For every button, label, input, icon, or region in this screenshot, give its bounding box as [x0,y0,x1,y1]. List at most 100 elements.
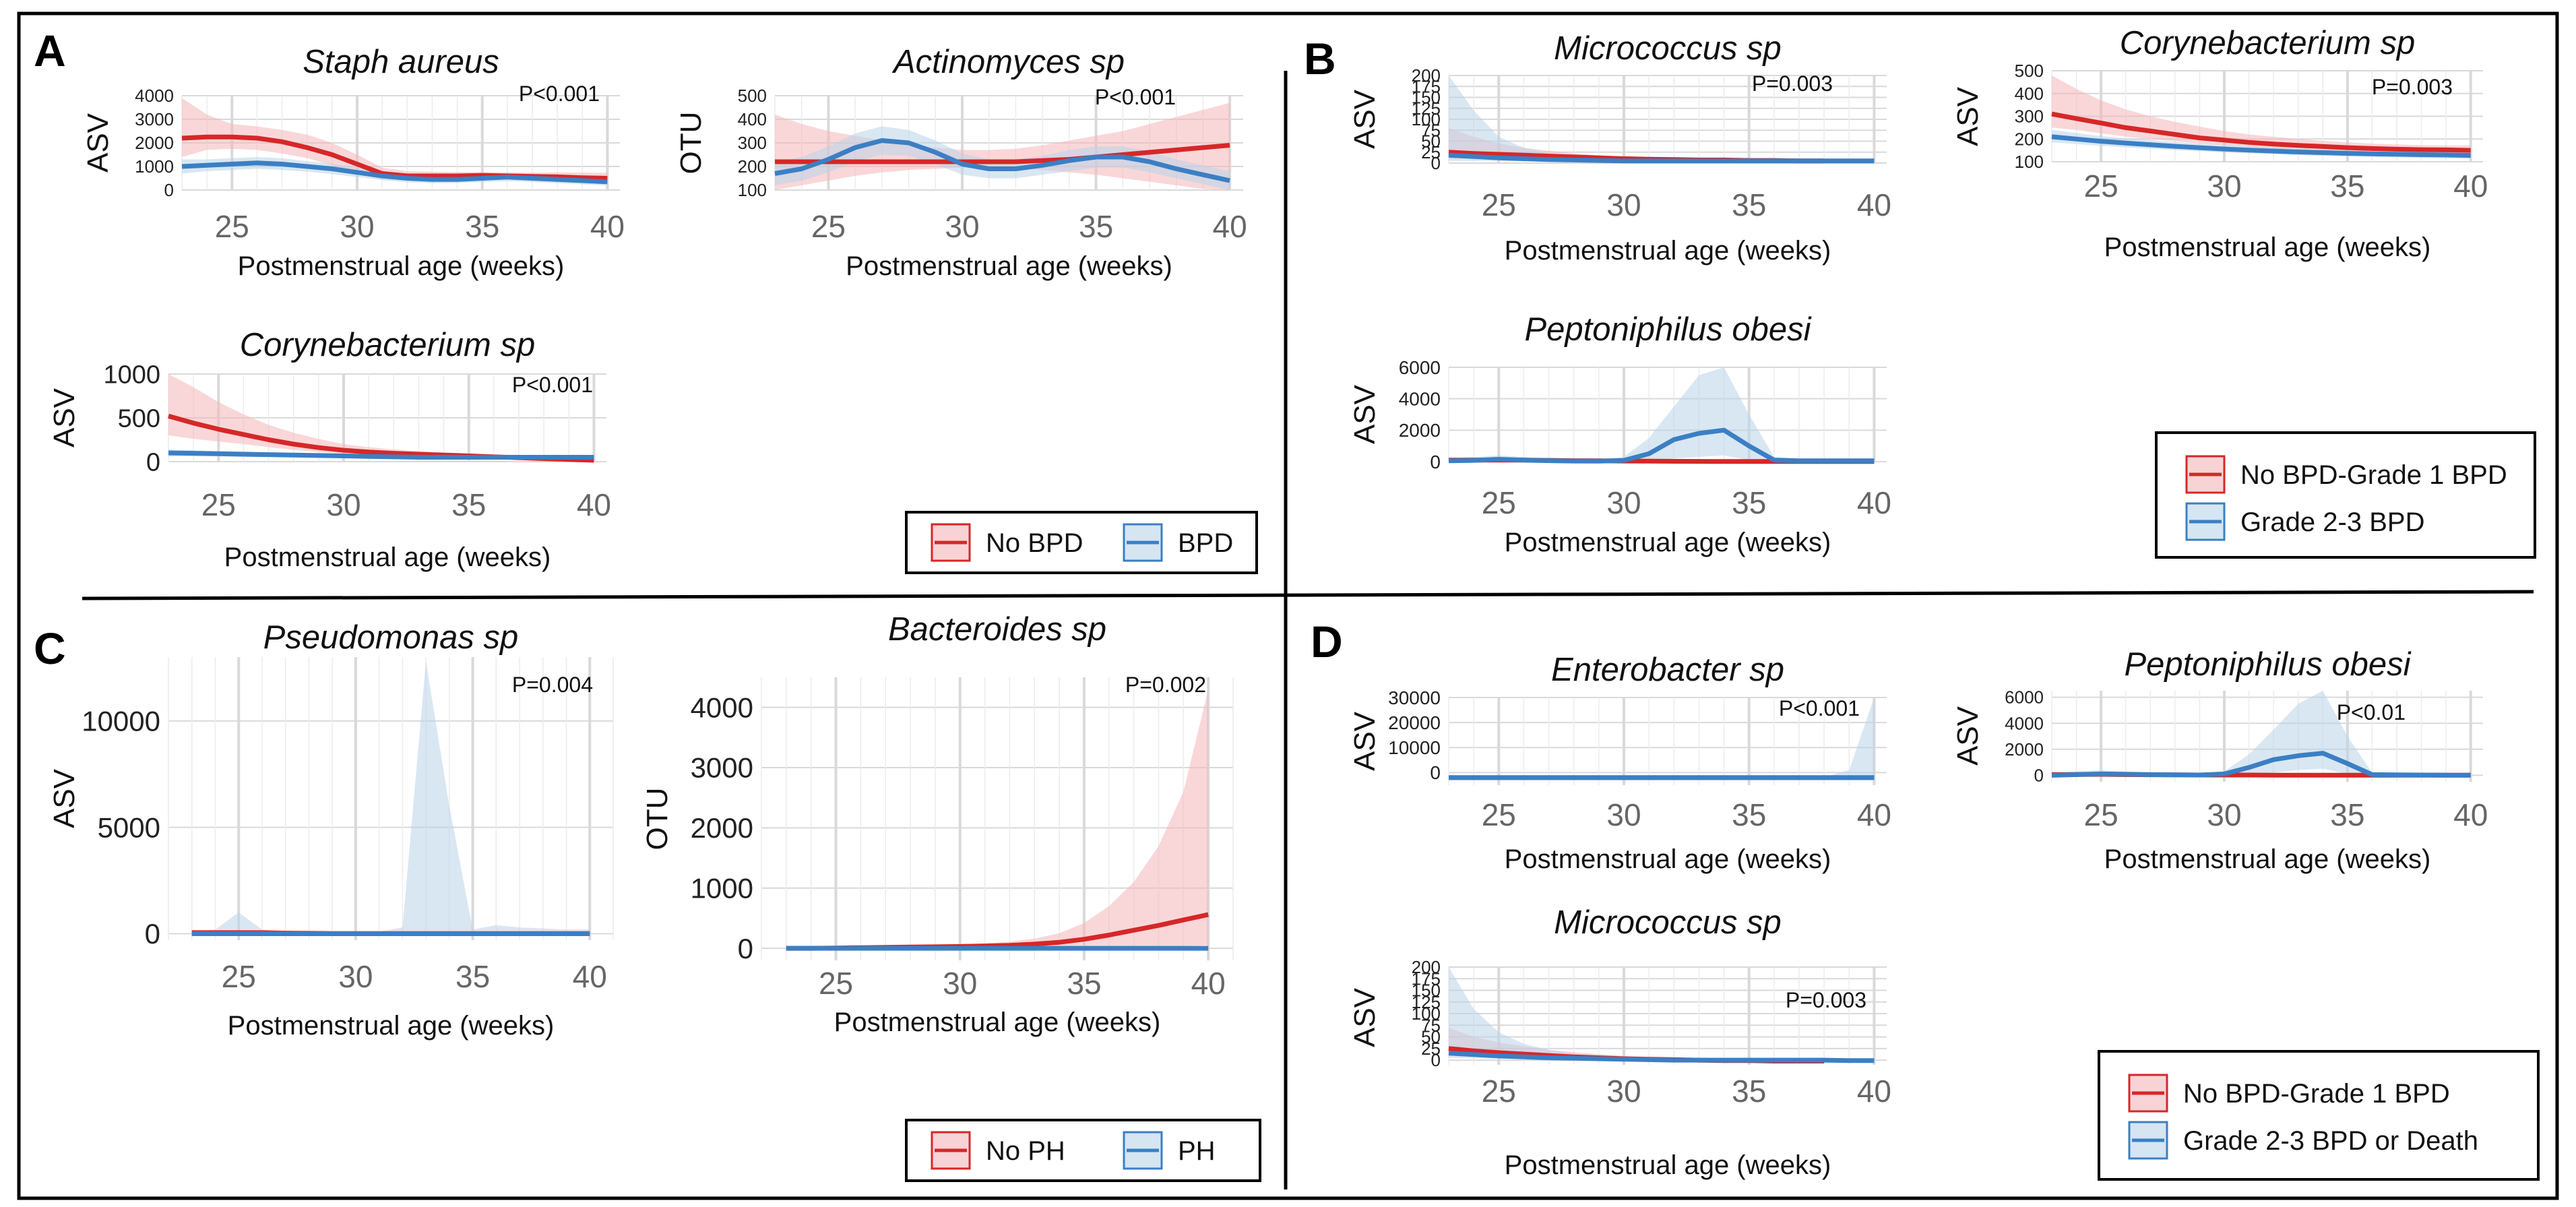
chart-title: Bacteroides sp [888,611,1106,648]
y-tick-label: 20000 [1388,712,1441,733]
plot-area [168,657,613,940]
panel-letter-B: B [1304,34,1336,84]
x-tick-label: 35 [465,209,499,244]
y-tick-label: 500 [2015,61,2044,81]
y-axis-label: OTU [674,112,708,175]
y-tick-label: 2000 [1399,420,1441,441]
y-tick-label: 6000 [1399,357,1441,378]
y-tick-label: 0 [1430,452,1441,472]
x-tick-label: 35 [1732,797,1766,832]
x-axis-label: Postmenstrual age (weeks) [238,251,565,281]
y-tick-label: 150 [1412,88,1441,108]
series-line-1 [1448,152,1875,164]
y-tick-label: 100 [1412,109,1441,129]
x-tick-label: 30 [1606,1074,1641,1109]
y-axis-label: ASV [82,113,115,173]
chart-9: 0 2000 4000 6000 25 30 35 40 Peptoniphilus obesi… [1951,646,2488,874]
x-axis-label: Postmenstrual age (weeks) [1505,528,1831,557]
x-axis-label: Postmenstrual age (weeks) [1505,1150,1831,1180]
y-tick-label: 0 [1430,762,1441,783]
chart-2: 0 500 1000 25 30 35 40 Corynebacterium sp ASV Pos… [48,327,611,572]
x-tick-label: 25 [1482,797,1516,832]
x-tick-label: 35 [1732,485,1766,520]
x-tick-label: 30 [326,487,360,522]
x-tick-label: 30 [338,959,373,994]
y-tick-label: 100 [1412,1003,1441,1024]
x-tick-label: 35 [1067,966,1101,1001]
y-tick-label: 0 [1431,1050,1441,1070]
x-axis-label: Postmenstrual age (weeks) [224,543,551,572]
x-tick-label: 40 [590,209,625,244]
legend-label-1: Grade 2-3 BPD [2240,507,2424,537]
y-tick-label: 6000 [2005,687,2044,708]
legend-label-1: BPD [1178,528,1233,558]
x-tick-label: 30 [943,966,977,1001]
x-tick-label: 35 [1079,209,1113,244]
x-tick-label: 40 [2453,168,2488,204]
y-axis-label: OTU [641,788,674,850]
p-value: P<0.001 [519,82,600,106]
y-tick-label: 300 [2015,106,2044,127]
chart-1: 100 200 300 400 500 25 30 35 40 Actinomyces sp OTU… [674,44,1247,281]
y-tick-label: 4000 [135,86,174,106]
y-tick-label: 75 [1421,1015,1441,1035]
x-tick-label: 30 [1606,485,1641,520]
chart-title: Corynebacterium sp [2120,25,2415,61]
panel-letter-A: A [34,26,66,75]
chart-8: 0 10000 20000 30000 25 30 35 40 Enterobacter sp A… [1348,652,1891,874]
x-tick-label: 40 [1857,187,1891,222]
chart-title: Corynebacterium sp [240,327,535,363]
plot-area [1449,698,1887,785]
x-axis-label: Postmenstrual age (weeks) [2104,844,2431,874]
panel-letter-D: D [1311,617,1343,667]
ci-band-0 [775,102,1230,190]
y-tick-label: 0 [738,933,753,964]
p-value: P<0.001 [1095,85,1176,109]
y-tick-label: 200 [1412,65,1441,86]
y-axis-label: ASV [1348,89,1381,149]
x-tick-label: 25 [215,209,249,244]
y-axis-label: ASV [1348,384,1381,444]
y-tick-label: 400 [738,109,767,129]
outer-frame [17,11,2559,1200]
y-tick-label: 25 [1421,1039,1441,1059]
x-tick-label: 30 [1606,187,1641,222]
chart-5: 0 2000 4000 6000 25 30 35 40 Peptoniphilus obesi… [1348,311,1891,557]
x-axis-label: Postmenstrual age (weeks) [2104,233,2431,262]
series-line-1 [774,138,1230,183]
y-tick-label: 2000 [135,133,174,153]
series-line-1 [1448,427,1875,464]
y-tick-label: 4000 [691,691,753,723]
x-tick-label: 25 [1482,1074,1516,1109]
series-line-1 [1448,1051,1875,1063]
y-tick-label: 175 [1412,76,1441,96]
y-axis-label: ASV [48,768,81,828]
y-axis-label: ASV [1348,987,1381,1047]
x-tick-label: 40 [1857,485,1891,520]
legend-label-1: Grade 2-3 BPD or Death [2183,1126,2478,1156]
x-tick-label: 40 [1857,1074,1891,1109]
legend-label-1: PH [1178,1136,1216,1166]
y-tick-label: 0 [2034,765,2044,785]
y-tick-label: 400 [2015,84,2044,104]
chart-title: Enterobacter sp [1551,652,1784,688]
legend-C: No PH PH [905,1119,1261,1182]
x-tick-label: 30 [945,209,979,244]
panel-letter-C: C [34,623,66,673]
chart-title: Actinomyces sp [891,44,1125,80]
x-tick-label: 35 [2330,168,2364,204]
y-tick-label: 175 [1412,968,1441,989]
x-tick-label: 25 [2084,168,2118,204]
y-tick-label: 4000 [1399,388,1441,409]
chart-7: 0 1000 2000 3000 4000 25 30 35 40 Bacteroides sp O… [641,611,1234,1037]
y-tick-label: 2000 [2005,739,2044,760]
chart-title: Peptoniphilus obesi [2125,646,2412,683]
y-tick-label: 30000 [1388,687,1441,708]
p-value: P=0.003 [1752,71,1833,96]
x-tick-label: 35 [451,487,486,522]
x-tick-label: 25 [1482,187,1516,222]
x-tick-label: 30 [2207,797,2241,832]
y-tick-label: 1000 [103,361,160,389]
